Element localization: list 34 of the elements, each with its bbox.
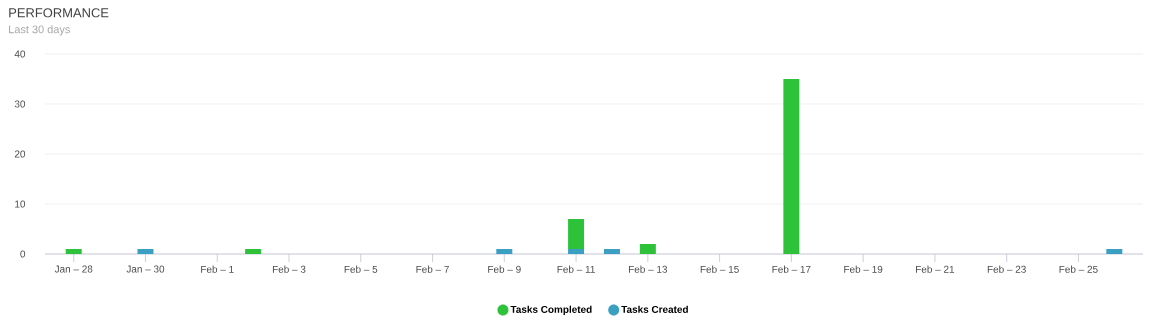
x-tick-label: Feb – 17: [772, 265, 811, 273]
y-tick-label: 10: [15, 200, 26, 208]
chart-title: PERFORMANCE: [9, 8, 109, 18]
x-tick-label: Feb – 5: [344, 265, 378, 273]
x-tick-label: Feb – 1: [201, 265, 234, 273]
bar: [568, 219, 585, 249]
x-tick-label: Feb – 9: [488, 265, 521, 273]
legend-label: Tasks Completed: [510, 305, 592, 315]
x-tick-label: Feb – 21: [916, 265, 955, 273]
y-tick-label: 0: [20, 250, 26, 258]
x-tick-label: Feb – 25: [1059, 265, 1098, 273]
y-tick-label: 30: [14, 100, 26, 108]
x-tick-label: Feb – 15: [700, 265, 739, 273]
bar: [783, 79, 800, 254]
y-tick-label: 40: [14, 50, 26, 58]
x-tick-label: Jan – 28: [54, 265, 93, 273]
bar: [137, 249, 154, 254]
x-tick-label: Feb – 3: [272, 265, 306, 273]
x-tick-label: Feb – 7: [416, 265, 449, 273]
legend-label: Tasks Created: [621, 305, 688, 313]
bar: [568, 249, 585, 254]
x-tick-label: Feb – 11: [557, 265, 595, 273]
bar: [496, 249, 513, 254]
x-tick-label: Feb – 13: [628, 265, 668, 273]
x-tick-label: Feb – 19: [844, 265, 883, 273]
bar: [65, 249, 82, 254]
x-tick-label: Jan – 30: [126, 265, 165, 273]
y-tick-label: 20: [14, 150, 26, 158]
chart-subtitle: Last 30 days: [9, 25, 70, 36]
x-tick-label: Feb – 23: [987, 265, 1026, 273]
bar: [639, 244, 656, 254]
bar: [245, 249, 262, 254]
bar: [603, 249, 620, 254]
bar: [1106, 249, 1123, 254]
